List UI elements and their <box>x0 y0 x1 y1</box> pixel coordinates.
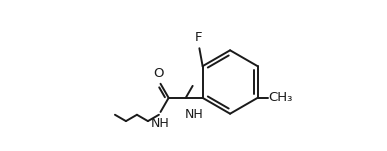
Text: O: O <box>153 67 163 80</box>
Text: CH₃: CH₃ <box>269 91 293 104</box>
Text: NH: NH <box>150 117 169 130</box>
Text: NH: NH <box>185 108 204 121</box>
Text: F: F <box>195 31 202 44</box>
